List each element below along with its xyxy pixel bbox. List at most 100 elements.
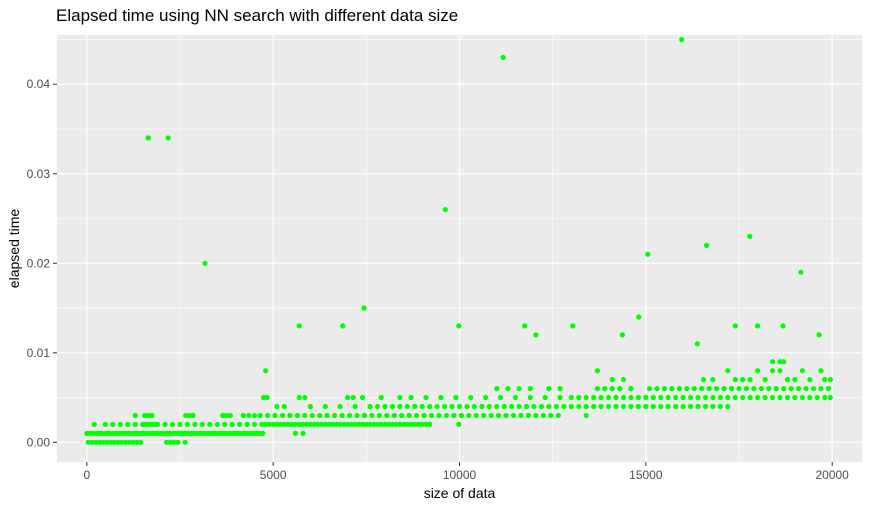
data-point xyxy=(404,421,410,427)
data-point xyxy=(606,403,612,410)
data-point xyxy=(347,412,353,419)
data-point xyxy=(399,412,405,419)
data-point xyxy=(781,386,787,392)
data-point xyxy=(199,421,205,427)
data-point xyxy=(527,386,533,392)
data-point xyxy=(96,439,103,445)
data-point xyxy=(367,421,373,427)
data-point xyxy=(292,430,299,436)
data-point xyxy=(725,368,731,374)
data-point xyxy=(307,403,313,410)
data-point xyxy=(583,412,589,419)
data-point xyxy=(322,421,328,427)
data-point xyxy=(694,341,700,347)
data-point xyxy=(340,323,346,329)
data-point xyxy=(702,403,709,410)
x-tick-label: 15000 xyxy=(629,468,663,482)
data-point xyxy=(137,439,144,445)
data-point xyxy=(561,403,567,410)
data-point xyxy=(401,421,407,427)
data-point xyxy=(304,421,310,427)
data-point xyxy=(421,412,427,419)
data-point xyxy=(680,403,686,410)
data-point xyxy=(384,412,390,419)
data-point xyxy=(548,412,554,419)
data-point xyxy=(294,412,300,419)
data-point xyxy=(464,403,470,410)
data-point xyxy=(509,403,515,410)
data-point xyxy=(257,412,263,419)
data-point xyxy=(309,412,315,419)
data-point xyxy=(307,421,313,427)
data-point xyxy=(576,403,582,410)
data-point xyxy=(583,403,589,410)
data-point xyxy=(337,403,343,410)
data-point xyxy=(770,368,776,374)
data-point xyxy=(721,386,727,392)
data-point xyxy=(788,386,794,392)
data-point xyxy=(609,386,615,392)
data-point xyxy=(175,439,181,445)
data-point xyxy=(356,421,362,427)
data-point xyxy=(784,377,791,383)
data-point xyxy=(591,403,597,410)
data-point xyxy=(527,394,533,401)
data-point xyxy=(570,323,576,329)
data-point xyxy=(635,394,642,401)
y-axis: 0.00 0.01 0.02 0.03 0.04 xyxy=(27,77,57,449)
data-point xyxy=(319,421,325,427)
data-point xyxy=(576,394,582,401)
data-point xyxy=(500,54,506,61)
data-point xyxy=(341,421,347,427)
data-point xyxy=(117,421,123,427)
data-point xyxy=(780,323,786,329)
data-point xyxy=(594,368,601,374)
data-point xyxy=(134,439,140,445)
data-point xyxy=(710,394,716,401)
data-point xyxy=(220,412,226,419)
data-point xyxy=(145,412,151,419)
data-point xyxy=(260,430,266,436)
data-point xyxy=(125,421,131,427)
data-point xyxy=(710,403,716,410)
data-point xyxy=(620,394,627,401)
data-point xyxy=(766,386,772,392)
data-point xyxy=(371,421,377,427)
data-point xyxy=(397,403,403,410)
data-point xyxy=(345,394,351,401)
data-point xyxy=(501,403,507,410)
data-point xyxy=(688,403,694,410)
data-point xyxy=(352,403,358,410)
data-point xyxy=(451,412,457,419)
data-point xyxy=(324,412,330,419)
data-point xyxy=(149,412,155,419)
data-point xyxy=(278,421,284,427)
data-point xyxy=(427,403,433,410)
data-point xyxy=(620,403,627,410)
data-point xyxy=(676,386,683,392)
data-point xyxy=(773,386,779,392)
data-point xyxy=(214,421,220,427)
data-point xyxy=(415,421,422,427)
data-point xyxy=(91,421,97,427)
data-point xyxy=(265,412,271,419)
data-point xyxy=(449,403,455,410)
data-point xyxy=(130,439,136,445)
data-point xyxy=(350,394,356,401)
data-point xyxy=(762,394,768,401)
data-point xyxy=(796,386,802,392)
data-point xyxy=(436,412,442,419)
data-point xyxy=(164,439,170,445)
data-point xyxy=(777,359,783,365)
data-point xyxy=(512,394,519,401)
data-point xyxy=(486,403,492,410)
data-point xyxy=(822,394,828,401)
data-point xyxy=(732,394,738,401)
data-point xyxy=(453,394,459,401)
data-point xyxy=(363,421,369,427)
data-point xyxy=(315,421,321,427)
data-point xyxy=(182,439,188,445)
data-point xyxy=(397,394,403,401)
data-point xyxy=(330,421,336,427)
data-point xyxy=(279,412,286,419)
